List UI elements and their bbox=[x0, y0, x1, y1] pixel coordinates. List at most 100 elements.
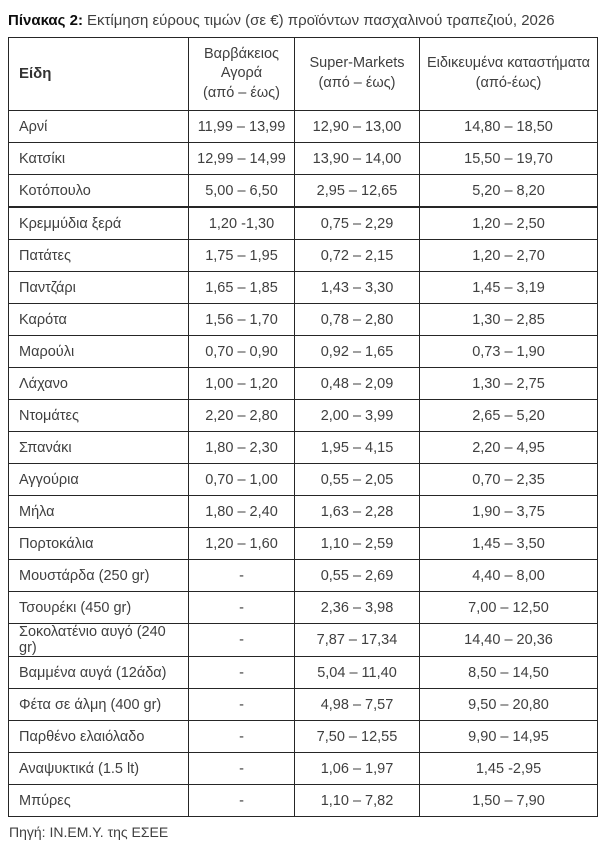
supermarkets-price-cell: 0,55 – 2,69 bbox=[294, 559, 420, 592]
source-note: Πηγή: ΙΝ.ΕΜ.Υ. της ΕΣΕΕ bbox=[9, 824, 169, 840]
specialized-price-cell: 5,20 – 8,20 bbox=[419, 174, 598, 208]
table-row: Σοκολατένιο αυγό (240 gr) -7,87 – 17,34 14… bbox=[8, 623, 598, 657]
item-cell: Παρθένο ελαιόλαδο bbox=[8, 720, 189, 753]
specialized-price-cell: 1,45 – 3,50 bbox=[419, 527, 598, 560]
specialized-price-cell: 1,30 – 2,85 bbox=[419, 303, 598, 336]
table-row: Αγγούρια 0,70 – 1,00 0,55 – 2,05 0,70 – 2,3… bbox=[8, 463, 598, 496]
varvakios-price-cell: 1,56 – 1,70 bbox=[188, 303, 295, 336]
specialized-price-cell: 14,80 – 18,50 bbox=[419, 110, 598, 143]
specialized-price-cell: 4,40 – 8,00 bbox=[419, 559, 598, 592]
item-cell: Ντομάτες bbox=[8, 399, 189, 432]
varvakios-price-cell: - bbox=[188, 591, 295, 624]
table-row: Κατσίκι 12,99 – 14,99 13,90 – 14,00 15,50 –… bbox=[8, 142, 598, 175]
specialized-price-cell: 2,20 – 4,95 bbox=[419, 431, 598, 464]
header-row: Είδη Βαρβάκειος Αγορά (από – έως) Super-… bbox=[8, 37, 598, 111]
varvakios-price-cell: 0,70 – 0,90 bbox=[188, 335, 295, 368]
col-header-items: Είδη bbox=[8, 37, 189, 111]
col-header-varvakios: Βαρβάκειος Αγορά (από – έως) bbox=[188, 37, 295, 111]
supermarkets-price-cell: 0,72 – 2,15 bbox=[294, 239, 420, 272]
table-row: Καρότα 1,56 – 1,70 0,78 – 2,80 1,30 – 2,85 bbox=[8, 303, 598, 336]
specialized-price-cell: 0,70 – 2,35 bbox=[419, 463, 598, 496]
supermarkets-price-cell: 1,10 – 2,59 bbox=[294, 527, 420, 560]
supermarkets-price-cell: 0,92 – 1,65 bbox=[294, 335, 420, 368]
varvakios-price-cell: 1,20 – 1,60 bbox=[188, 527, 295, 560]
col-header-specialized-title: Ειδικευμένα καταστήματα bbox=[426, 55, 591, 72]
varvakios-price-cell: 1,75 – 1,95 bbox=[188, 239, 295, 272]
col-header-specialized-range: (από-έως) bbox=[475, 75, 542, 91]
table-row: Λάχανο 1,00 – 1,20 0,48 – 2,09 1,30 – 2,75 bbox=[8, 367, 598, 400]
item-cell: Σοκολατένιο αυγό (240 gr) bbox=[8, 623, 189, 657]
supermarkets-price-cell: 1,43 – 3,30 bbox=[294, 271, 420, 304]
specialized-price-cell: 2,65 – 5,20 bbox=[419, 399, 598, 432]
varvakios-price-cell: 1,00 – 1,20 bbox=[188, 367, 295, 400]
varvakios-price-cell: 5,00 – 6,50 bbox=[188, 174, 295, 208]
item-cell: Βαμμένα αυγά (12άδα) bbox=[8, 656, 189, 689]
table-body: Αρνί 11,99 – 13,99 12,90 – 13,00 14,80 – 18… bbox=[8, 110, 598, 817]
specialized-price-cell: 1,45 -2,95 bbox=[419, 752, 598, 785]
item-cell: Αρνί bbox=[8, 110, 189, 143]
item-cell: Λάχανο bbox=[8, 367, 189, 400]
specialized-price-cell: 1,90 – 3,75 bbox=[419, 495, 598, 528]
item-cell: Αγγούρια bbox=[8, 463, 189, 496]
table-row: Βαμμένα αυγά (12άδα) -5,04 – 11,40 8,50 – … bbox=[8, 656, 598, 689]
col-header-supermarkets: Super-Markets (από – έως) bbox=[294, 37, 420, 111]
supermarkets-price-cell: 0,75 – 2,29 bbox=[294, 206, 420, 240]
supermarkets-price-cell: 1,95 – 4,15 bbox=[294, 431, 420, 464]
specialized-price-cell: 1,30 – 2,75 bbox=[419, 367, 598, 400]
table-row: Κρεμμύδια ξερά 1,20 -1,30 0,75 – 2,29 1,20 … bbox=[8, 206, 598, 240]
table-row: Μουστάρδα (250 gr) -0,55 – 2,69 4,40 – 8,0… bbox=[8, 559, 598, 592]
supermarkets-price-cell: 13,90 – 14,00 bbox=[294, 142, 420, 175]
supermarkets-price-cell: 1,63 – 2,28 bbox=[294, 495, 420, 528]
varvakios-price-cell: 11,99 – 13,99 bbox=[188, 110, 295, 143]
table-row: Παρθένο ελαιόλαδο -7,50 – 12,55 9,90 – 14,… bbox=[8, 720, 598, 753]
varvakios-price-cell: 1,20 -1,30 bbox=[188, 206, 295, 240]
specialized-price-cell: 1,20 – 2,50 bbox=[419, 206, 598, 240]
table-row: Παντζάρι 1,65 – 1,85 1,43 – 3,30 1,45 – 3,1… bbox=[8, 271, 598, 304]
supermarkets-price-cell: 12,90 – 13,00 bbox=[294, 110, 420, 143]
item-cell: Σπανάκι bbox=[8, 431, 189, 464]
supermarkets-price-cell: 5,04 – 11,40 bbox=[294, 656, 420, 689]
varvakios-price-cell: - bbox=[188, 752, 295, 785]
specialized-price-cell: 9,50 – 20,80 bbox=[419, 688, 598, 721]
table-row: Κοτόπουλο 5,00 – 6,50 2,95 – 12,65 5,20 – 8… bbox=[8, 174, 598, 208]
price-table: Είδη Βαρβάκειος Αγορά (από – έως) Super-… bbox=[8, 37, 598, 817]
supermarkets-price-cell: 0,48 – 2,09 bbox=[294, 367, 420, 400]
item-cell: Μαρούλι bbox=[8, 335, 189, 368]
item-cell: Μπύρες bbox=[8, 784, 189, 817]
item-cell: Αναψυκτικά (1.5 lt) bbox=[8, 752, 189, 785]
varvakios-price-cell: - bbox=[188, 559, 295, 592]
item-cell: Κοτόπουλο bbox=[8, 174, 189, 208]
item-cell: Παντζάρι bbox=[8, 271, 189, 304]
varvakios-price-cell: - bbox=[188, 656, 295, 689]
col-header-supermarkets-range: (από – έως) bbox=[318, 75, 396, 91]
varvakios-price-cell: 1,80 – 2,30 bbox=[188, 431, 295, 464]
item-cell: Κατσίκι bbox=[8, 142, 189, 175]
table-row: Πατάτες 1,75 – 1,95 0,72 – 2,15 1,20 – 2,70 bbox=[8, 239, 598, 272]
specialized-price-cell: 0,73 – 1,90 bbox=[419, 335, 598, 368]
table-row: Ντομάτες 2,20 – 2,80 2,00 – 3,99 2,65 – 5,2… bbox=[8, 399, 598, 432]
specialized-price-cell: 1,20 – 2,70 bbox=[419, 239, 598, 272]
specialized-price-cell: 8,50 – 14,50 bbox=[419, 656, 598, 689]
varvakios-price-cell: 1,65 – 1,85 bbox=[188, 271, 295, 304]
specialized-price-cell: 14,40 – 20,36 bbox=[419, 623, 598, 657]
varvakios-price-cell: 0,70 – 1,00 bbox=[188, 463, 295, 496]
col-header-varvakios-title: Βαρβάκειος Αγορά bbox=[203, 45, 279, 82]
supermarkets-price-cell: 2,95 – 12,65 bbox=[294, 174, 420, 208]
col-header-supermarkets-title: Super-Markets bbox=[309, 55, 405, 72]
table-title-label: Πίνακας 2: bbox=[8, 12, 83, 29]
varvakios-price-cell: 2,20 – 2,80 bbox=[188, 399, 295, 432]
supermarkets-price-cell: 2,00 – 3,99 bbox=[294, 399, 420, 432]
item-cell: Πατάτες bbox=[8, 239, 189, 272]
supermarkets-price-cell: 7,87 – 17,34 bbox=[294, 623, 420, 657]
item-cell: Καρότα bbox=[8, 303, 189, 336]
table-title-text: Εκτίμηση εύρους τιμών (σε €) προϊόντων π… bbox=[86, 12, 555, 29]
specialized-price-cell: 9,90 – 14,95 bbox=[419, 720, 598, 753]
supermarkets-price-cell: 1,06 – 1,97 bbox=[294, 752, 420, 785]
table-row: Τσουρέκι (450 gr) -2,36 – 3,98 7,00 – 12,5… bbox=[8, 591, 598, 624]
table-title: Πίνακας 2: Εκτίμηση εύρους τιμών (σε €) π… bbox=[8, 12, 597, 30]
table-row: Φέτα σε άλμη (400 gr) -4,98 – 7,57 9,50 – … bbox=[8, 688, 598, 721]
specialized-price-cell: 1,45 – 3,19 bbox=[419, 271, 598, 304]
item-cell: Τσουρέκι (450 gr) bbox=[8, 591, 189, 624]
table-row: Σπανάκι 1,80 – 2,30 1,95 – 4,15 2,20 – 4,95 bbox=[8, 431, 598, 464]
